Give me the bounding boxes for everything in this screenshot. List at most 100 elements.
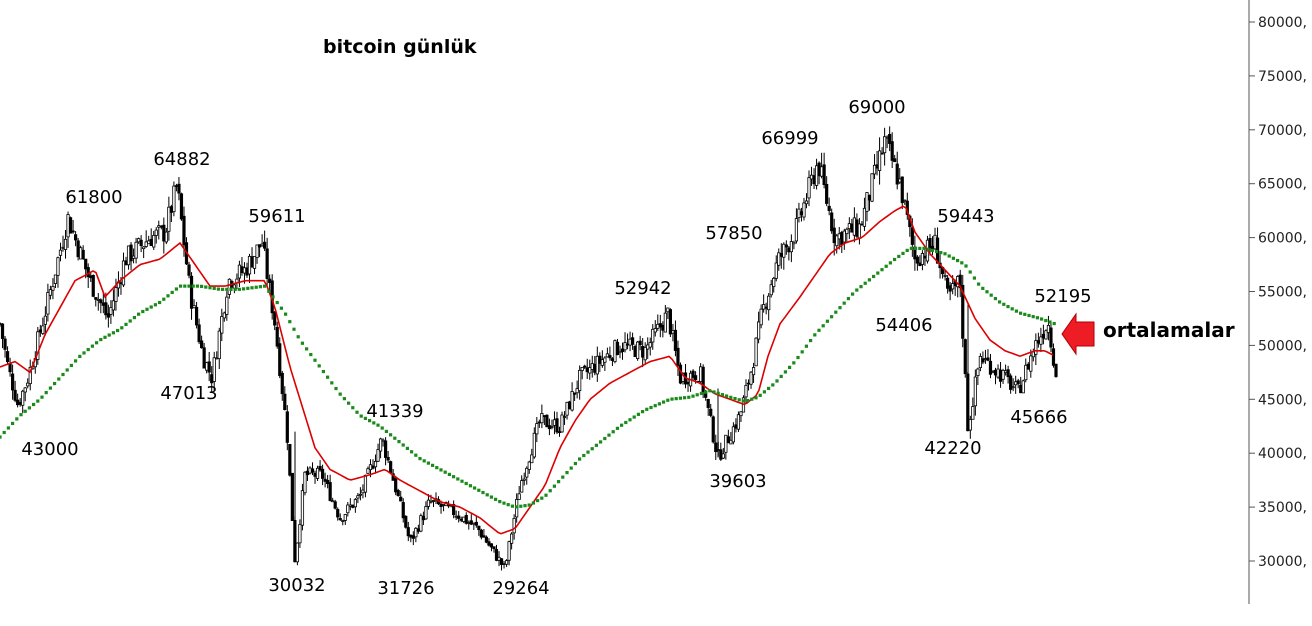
candle-body [371, 465, 375, 469]
candle-body [792, 241, 796, 245]
candle-body [585, 367, 589, 373]
ma-green-point [733, 396, 737, 401]
candle-body [94, 297, 98, 300]
candle-body [699, 366, 703, 382]
candle-body [331, 500, 335, 503]
price-label: 39603 [709, 471, 766, 492]
candle-body [983, 358, 988, 360]
candle-body [469, 520, 473, 525]
y-tick-label: 45000, [1258, 392, 1307, 408]
ma-green-point [195, 284, 199, 288]
ma-green-point [796, 355, 800, 360]
candle-body [109, 307, 113, 315]
ma-green-point [918, 246, 922, 250]
ma-green-point [607, 433, 611, 437]
candle-body [885, 136, 889, 139]
candle-body [373, 461, 378, 468]
candle-body [1039, 336, 1043, 345]
ma-green-point [208, 286, 212, 290]
candle-body [268, 278, 272, 283]
candle-body [421, 515, 426, 521]
candle-body [701, 366, 705, 393]
candle-body [313, 472, 317, 477]
candle-body [961, 284, 965, 339]
candle-body [714, 442, 718, 453]
candle-body [384, 440, 388, 458]
candle-body [777, 252, 781, 266]
price-label: 29264 [492, 578, 549, 599]
candle-body [618, 350, 622, 354]
ma-green-point [998, 300, 1002, 304]
candle-body [134, 241, 138, 259]
candle-body [930, 245, 935, 250]
candle-body [0, 323, 5, 339]
candle-body [76, 240, 80, 258]
candle-body [646, 344, 650, 350]
candle-body [910, 227, 914, 245]
candle-body [567, 401, 572, 410]
candle-body [265, 248, 269, 279]
candle-body [290, 472, 294, 522]
ma-green-point [405, 446, 409, 451]
ma-green-point [498, 500, 502, 504]
candle-body [487, 541, 491, 546]
ma-green-point [103, 335, 107, 339]
ma-green-point [813, 333, 817, 337]
candle-body [250, 256, 254, 268]
ma-green-point [330, 381, 334, 385]
candle-body [986, 357, 990, 361]
ma-green-point [183, 284, 187, 288]
candle-body [406, 527, 410, 537]
candle-body [865, 192, 869, 212]
ma-green-point [141, 309, 145, 314]
candle-body [751, 367, 756, 376]
candle-body [220, 316, 224, 334]
ma-green-point [57, 377, 61, 381]
candle-body [5, 351, 10, 363]
ma-green-point [32, 402, 36, 407]
ma-green-point [594, 443, 598, 447]
price-label: 54406 [875, 315, 932, 336]
candlestick-series [0, 126, 1058, 571]
candle-body [152, 235, 156, 248]
candle-body [973, 376, 977, 407]
candle-body [812, 175, 816, 185]
candle-body [762, 304, 766, 310]
candle-body [205, 362, 209, 371]
ma-green-point [926, 247, 930, 251]
ma-green-point [158, 300, 162, 305]
ma-green-point [393, 436, 397, 440]
candle-body [51, 285, 55, 291]
ma-green-point [1040, 317, 1044, 321]
candle-body [968, 419, 972, 431]
ma-green-point [632, 415, 636, 419]
arrow-label: ortalamalar [1103, 318, 1235, 342]
ma-green-point [615, 426, 619, 430]
ma-green-point [565, 471, 569, 475]
candle-body [429, 500, 433, 503]
y-tick-label: 30000, [1258, 554, 1307, 570]
ma-green-point [901, 251, 905, 256]
candle-body [194, 306, 199, 326]
candle-body [943, 274, 947, 277]
ma-green-point [897, 254, 901, 259]
ma-green-point [683, 396, 687, 400]
candle-body [326, 479, 330, 485]
price-label: 41339 [366, 401, 423, 422]
candle-body [273, 311, 277, 326]
candle-body [673, 329, 678, 351]
candle-body [729, 439, 733, 445]
candle-body [323, 478, 327, 482]
candle-body [510, 533, 514, 544]
candle-body [1036, 340, 1040, 344]
ma-green-point [69, 363, 73, 368]
ma-green-point [418, 456, 422, 461]
candle-body [600, 359, 604, 366]
ma-green-point [762, 390, 766, 394]
ma-green-point [699, 391, 703, 396]
candle-body [303, 471, 307, 494]
ma-green-point [603, 436, 607, 441]
ma-green-point [124, 322, 128, 326]
price-label: 57850 [705, 223, 762, 244]
candle-body [16, 399, 20, 406]
